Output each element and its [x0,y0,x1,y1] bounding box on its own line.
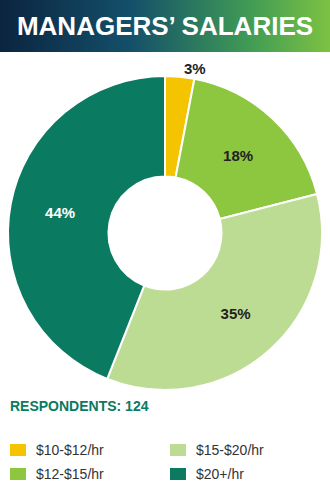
html-text:$12-$15/hr: $12-$15/hr [36,466,104,482]
html-text:$20+/hr: $20+/hr [196,466,244,482]
svg-text:44%: 44% [45,204,75,221]
svg-text:18%: 18% [223,147,253,164]
html-text:MANAGERS’ SALARIES: MANAGERS’ SALARIES [16,11,314,41]
html-text:RESPONDENTS: 124: RESPONDENTS: 124 [10,398,149,414]
html-text:$10-$12/hr: $10-$12/hr [36,442,104,458]
svg-text:3%: 3% [184,60,206,77]
svg-text:35%: 35% [221,305,251,322]
html-text:$15-$20/hr: $15-$20/hr [196,442,264,458]
